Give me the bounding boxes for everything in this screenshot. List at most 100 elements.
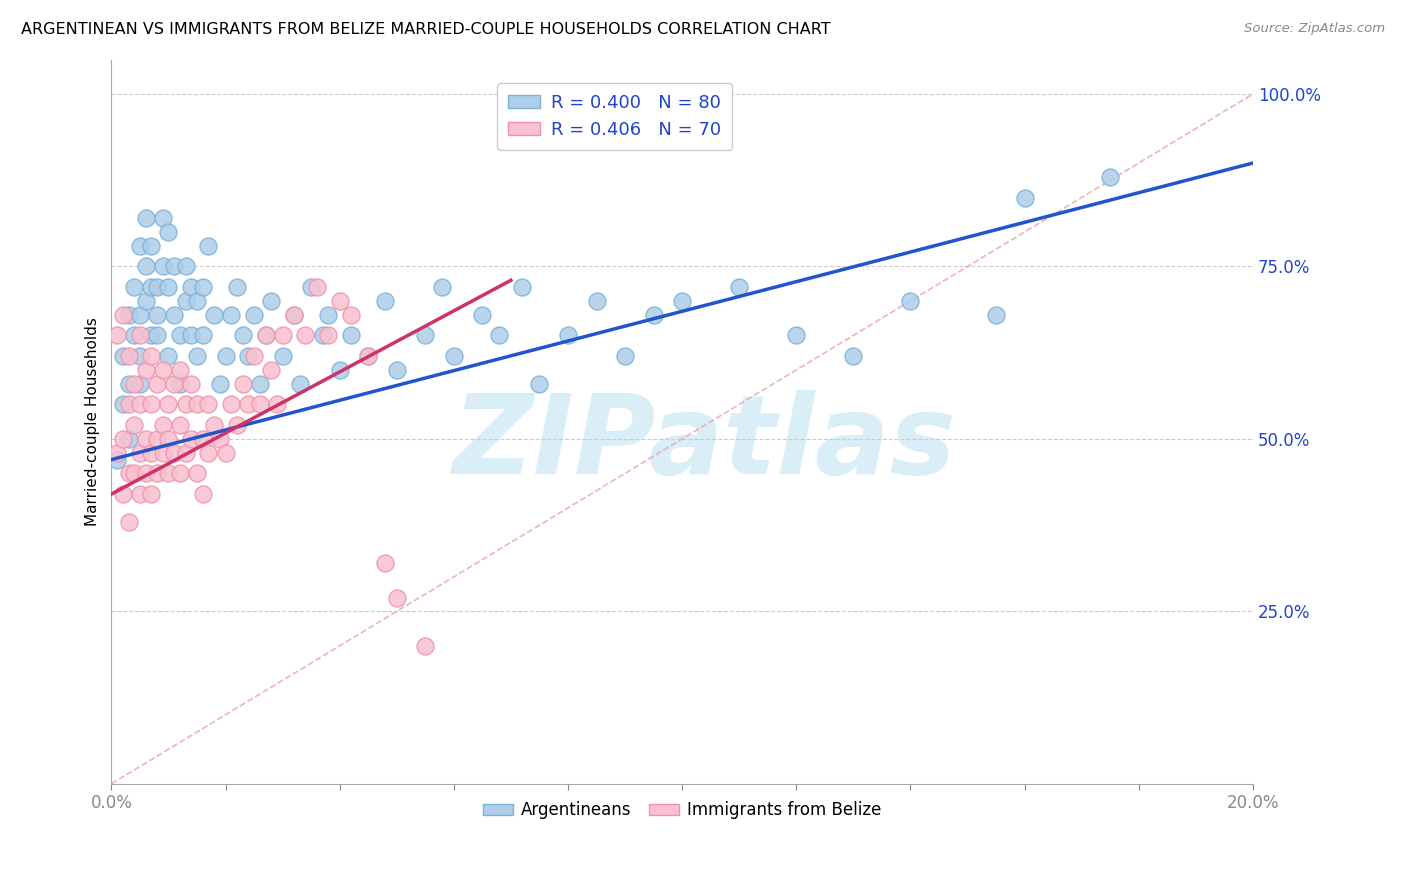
Point — [157, 432, 180, 446]
Point — [152, 260, 174, 274]
Point — [174, 293, 197, 308]
Point — [585, 293, 607, 308]
Point — [135, 260, 157, 274]
Point — [122, 328, 145, 343]
Point — [288, 376, 311, 391]
Point — [191, 328, 214, 343]
Point — [208, 432, 231, 446]
Point — [157, 397, 180, 411]
Point — [413, 328, 436, 343]
Point — [186, 397, 208, 411]
Point — [180, 432, 202, 446]
Point — [614, 349, 637, 363]
Point — [260, 293, 283, 308]
Point — [157, 349, 180, 363]
Point — [135, 293, 157, 308]
Point — [135, 467, 157, 481]
Point — [141, 280, 163, 294]
Point — [146, 308, 169, 322]
Point — [186, 467, 208, 481]
Point — [249, 397, 271, 411]
Point — [141, 446, 163, 460]
Point — [260, 363, 283, 377]
Point — [141, 397, 163, 411]
Point — [186, 293, 208, 308]
Point — [374, 556, 396, 570]
Point — [202, 308, 225, 322]
Point — [152, 446, 174, 460]
Point — [117, 349, 139, 363]
Point — [146, 467, 169, 481]
Point — [146, 280, 169, 294]
Point — [135, 363, 157, 377]
Point — [488, 328, 510, 343]
Text: Source: ZipAtlas.com: Source: ZipAtlas.com — [1244, 22, 1385, 36]
Point — [169, 467, 191, 481]
Point — [305, 280, 328, 294]
Point — [340, 328, 363, 343]
Point — [219, 308, 242, 322]
Point — [1014, 190, 1036, 204]
Point — [146, 328, 169, 343]
Point — [117, 308, 139, 322]
Point — [163, 308, 186, 322]
Point — [232, 376, 254, 391]
Point — [129, 239, 152, 253]
Point — [557, 328, 579, 343]
Point — [169, 363, 191, 377]
Point — [186, 349, 208, 363]
Point — [146, 432, 169, 446]
Y-axis label: Married-couple Households: Married-couple Households — [86, 318, 100, 526]
Point — [329, 363, 352, 377]
Point — [266, 397, 288, 411]
Point — [432, 280, 454, 294]
Point — [122, 376, 145, 391]
Point — [105, 452, 128, 467]
Point — [202, 418, 225, 433]
Point — [283, 308, 305, 322]
Point — [232, 328, 254, 343]
Point — [141, 487, 163, 501]
Point — [129, 487, 152, 501]
Text: ARGENTINEAN VS IMMIGRANTS FROM BELIZE MARRIED-COUPLE HOUSEHOLDS CORRELATION CHAR: ARGENTINEAN VS IMMIGRANTS FROM BELIZE MA… — [21, 22, 831, 37]
Point — [135, 211, 157, 226]
Point — [111, 349, 134, 363]
Point — [271, 328, 294, 343]
Point — [141, 239, 163, 253]
Point — [117, 467, 139, 481]
Point — [728, 280, 751, 294]
Point — [117, 397, 139, 411]
Legend: Argentineans, Immigrants from Belize: Argentineans, Immigrants from Belize — [477, 795, 889, 826]
Point — [254, 328, 277, 343]
Point — [111, 308, 134, 322]
Point — [129, 376, 152, 391]
Point — [385, 363, 408, 377]
Point — [135, 432, 157, 446]
Point — [117, 515, 139, 529]
Point — [316, 308, 339, 322]
Point — [152, 418, 174, 433]
Point — [785, 328, 807, 343]
Point — [443, 349, 465, 363]
Point — [471, 308, 494, 322]
Point — [249, 376, 271, 391]
Point — [157, 280, 180, 294]
Text: ZIPatlas: ZIPatlas — [453, 390, 957, 497]
Point — [238, 397, 260, 411]
Point — [122, 280, 145, 294]
Point — [243, 349, 266, 363]
Point — [357, 349, 380, 363]
Point — [169, 376, 191, 391]
Point — [163, 376, 186, 391]
Point — [122, 467, 145, 481]
Point — [174, 397, 197, 411]
Point — [129, 397, 152, 411]
Point — [105, 446, 128, 460]
Point — [122, 418, 145, 433]
Point — [163, 446, 186, 460]
Point — [129, 349, 152, 363]
Point — [900, 293, 922, 308]
Point — [243, 308, 266, 322]
Point — [191, 280, 214, 294]
Point — [329, 293, 352, 308]
